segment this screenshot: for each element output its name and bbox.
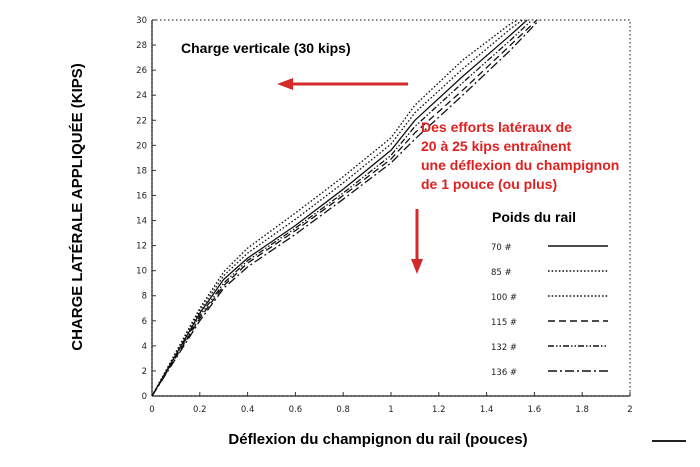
y-tick-label: 30 (136, 16, 147, 26)
y-tick-label: 10 (136, 267, 147, 277)
annotation-lateral-line-1: Des efforts latéraux de (421, 119, 572, 135)
x-tick-label: 1.2 (432, 405, 446, 415)
y-tick-label: 16 (136, 191, 147, 201)
x-tick-label: 0.8 (336, 405, 350, 415)
x-tick-label: 1.6 (528, 405, 542, 415)
y-tick-label: 12 (136, 242, 147, 252)
legend-label: 115 # (491, 318, 517, 328)
annotation-lateral-line-2: 20 à 25 kips entraînent (421, 138, 572, 154)
series-lines (151, 19, 540, 397)
legend-label: 70 # (491, 243, 512, 253)
series-line-100 (151, 19, 519, 397)
x-tick-label: 2 (627, 405, 632, 415)
annotation-lateral-line-3: une déflexion du champignon (421, 157, 619, 173)
y-tick-label: 0 (142, 392, 147, 402)
legend-label: 132 # (491, 343, 517, 353)
legend-label: 100 # (491, 293, 517, 303)
annotation-vertical-load: Charge verticale (30 kips) (181, 40, 351, 56)
legend-box (470, 200, 628, 390)
x-tick-label: 0 (149, 405, 154, 415)
y-tick-label: 24 (136, 91, 147, 101)
left-arrow-icon (277, 78, 408, 90)
x-axis-title: Déflexion du champignon du rail (pouces) (228, 431, 527, 448)
y-tick-label: 22 (136, 116, 147, 126)
x-tick-label: 0.6 (289, 405, 303, 415)
x-tick-label: 1 (388, 405, 393, 415)
x-tick-label: 1.8 (575, 405, 589, 415)
y-tick-label: 26 (136, 66, 147, 76)
annotation-lateral-line-4: de 1 pouce (ou plus) (421, 176, 557, 192)
x-tick-label: 0.2 (193, 405, 207, 415)
y-tick-label: 14 (136, 217, 147, 227)
y-tick-label: 18 (136, 166, 147, 176)
x-tick-label: 0.4 (241, 405, 255, 415)
legend-title: Poids du rail (492, 209, 576, 225)
y-tick-label: 6 (142, 317, 147, 327)
y-tick-label: 8 (142, 292, 147, 302)
legend-label: 85 # (491, 268, 512, 278)
x-tick-labels: 0 0.2 0.4 0.6 0.8 1 1.2 1.4 1.6 1.8 2 (149, 392, 633, 415)
series-line-70 (151, 19, 528, 397)
y-axis-title: CHARGE LATÉRALE APPLIQUÉE (KIPS) (69, 63, 86, 351)
y-tick-label: 4 (142, 342, 147, 352)
y-tick-label: 2 (142, 367, 147, 377)
x-tick-label: 1.4 (480, 405, 494, 415)
series-line-85 (151, 19, 523, 397)
y-tick-label: 28 (136, 41, 147, 51)
series-line-115 (151, 19, 538, 397)
down-arrow-icon (411, 209, 423, 274)
legend: 70 # 85 # 100 # 115 # 132 # 136 # (491, 243, 608, 378)
legend-label: 136 # (491, 368, 517, 378)
series-line-136 (151, 19, 540, 397)
y-tick-label: 20 (136, 141, 147, 151)
